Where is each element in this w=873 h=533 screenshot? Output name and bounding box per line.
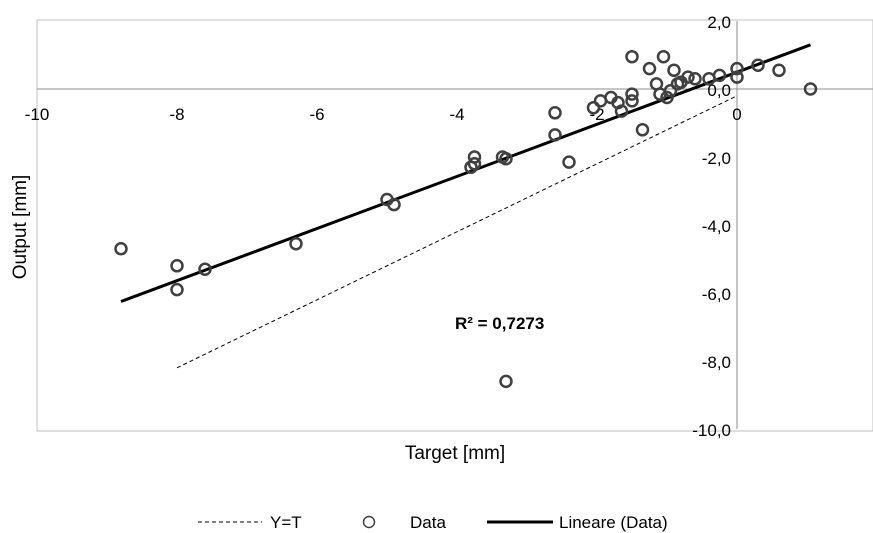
data-point bbox=[751, 58, 765, 72]
y-tick-label: -10,0 bbox=[692, 421, 731, 440]
data-point bbox=[642, 61, 657, 76]
y-tick-labels: 2,0 0,0 -2,0 -4,0 -6,0 -8,0 -10,0 bbox=[692, 13, 731, 440]
data-point bbox=[667, 63, 681, 78]
y-tick-label: 2,0 bbox=[707, 13, 731, 32]
r-squared-annotation: R² = 0,7273 bbox=[455, 314, 544, 333]
legend-label-y-equals-t: Y=T bbox=[270, 513, 302, 532]
y-tick-label: 0,0 bbox=[707, 81, 731, 100]
x-tick-label: -4 bbox=[449, 105, 464, 124]
data-point bbox=[663, 83, 678, 98]
data-point bbox=[170, 259, 184, 273]
x-axis-title: Target [mm] bbox=[405, 443, 505, 464]
data-point bbox=[656, 49, 671, 64]
x-tick-label: -10 bbox=[25, 105, 50, 124]
data-point bbox=[467, 157, 482, 171]
series-line-y-equals-t bbox=[176, 95, 738, 369]
data-point bbox=[467, 150, 482, 164]
data-point bbox=[730, 61, 744, 76]
x-tick-label: -2 bbox=[589, 105, 604, 124]
data-point bbox=[170, 282, 184, 297]
series-layer bbox=[114, 43, 818, 389]
x-tick-label: -8 bbox=[169, 105, 184, 124]
x-tick-label: 0 bbox=[732, 105, 741, 124]
data-point bbox=[660, 90, 674, 105]
x-tick-labels: -10-8-6-4-202 bbox=[25, 105, 873, 124]
legend-label-data: Data bbox=[410, 513, 446, 532]
data-point bbox=[114, 242, 128, 256]
data-point bbox=[289, 236, 303, 251]
data-point bbox=[730, 70, 744, 84]
data-point bbox=[548, 128, 562, 142]
data-point bbox=[614, 104, 629, 118]
data-point bbox=[803, 82, 818, 96]
y-tick-label: -6,0 bbox=[702, 285, 731, 304]
y-tick-label: -4,0 bbox=[702, 217, 731, 236]
data-point bbox=[625, 94, 639, 108]
data-point bbox=[625, 49, 639, 64]
data-point bbox=[499, 151, 513, 166]
y-tick-label: -2,0 bbox=[702, 149, 731, 168]
legend-swatch-data bbox=[362, 515, 376, 529]
data-point bbox=[688, 72, 702, 86]
data-point bbox=[772, 63, 786, 78]
series-line-trendline bbox=[120, 43, 812, 303]
y-tick-label: -8,0 bbox=[702, 353, 731, 372]
data-point bbox=[548, 106, 562, 120]
legend-label-trendline: Lineare (Data) bbox=[559, 513, 668, 532]
data-point bbox=[562, 155, 576, 169]
plot-area bbox=[36, 19, 873, 432]
data-point bbox=[712, 68, 727, 83]
x-tick-label: -6 bbox=[309, 105, 324, 124]
data-point bbox=[499, 374, 513, 389]
data-point bbox=[635, 123, 650, 137]
data-point bbox=[387, 197, 401, 212]
data-point bbox=[681, 70, 695, 84]
data-point bbox=[625, 87, 639, 101]
legend: Y=T Data Lineare (Data) bbox=[198, 513, 668, 532]
data-point bbox=[198, 262, 212, 276]
y-axis-title: Output [mm] bbox=[10, 175, 31, 280]
data-point bbox=[586, 100, 601, 115]
axes bbox=[37, 21, 873, 429]
